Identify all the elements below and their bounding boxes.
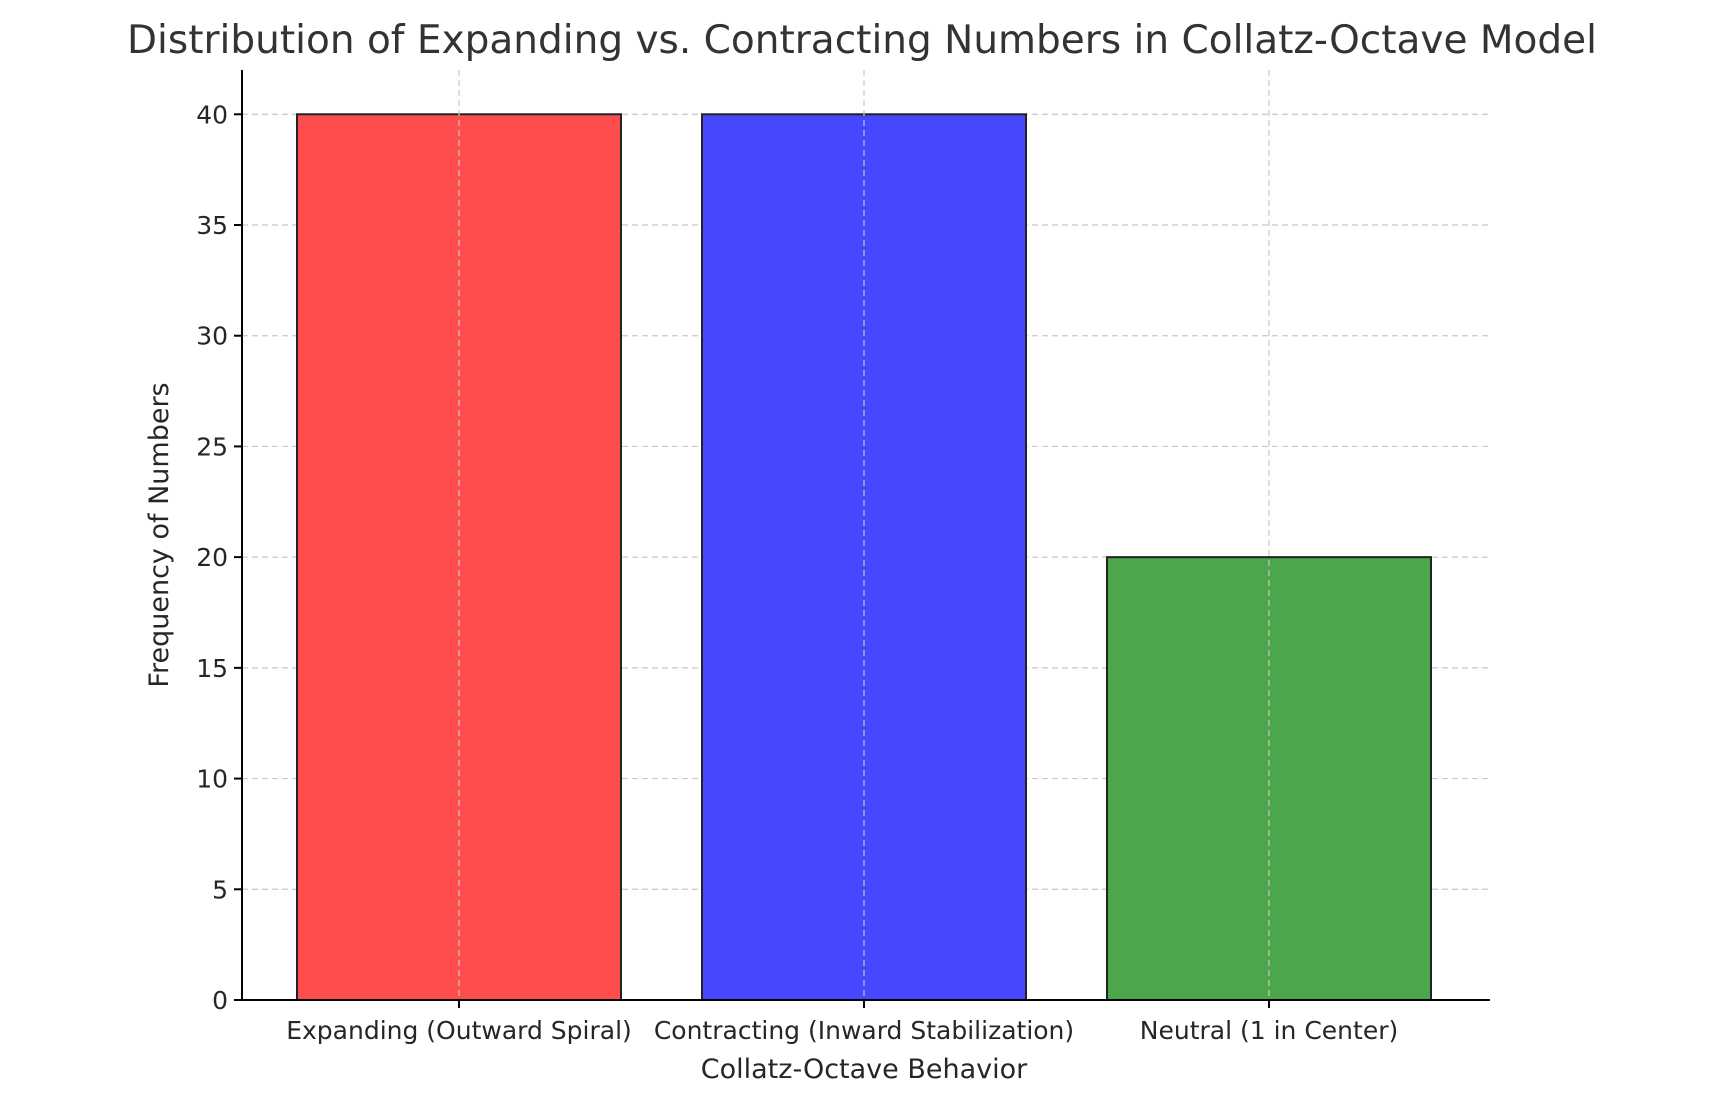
- y-tick-label: 25: [196, 432, 228, 461]
- y-axis-label: Frequency of Numbers: [144, 382, 175, 687]
- x-ticks: Expanding (Outward Spiral) Contracting (I…: [286, 1000, 1398, 1045]
- y-tick-label: 40: [196, 100, 228, 129]
- y-tick-label: 10: [196, 765, 228, 794]
- y-tick-label: 0: [212, 986, 228, 1015]
- x-axis-label: Collatz-Octave Behavior: [701, 1054, 1028, 1085]
- bar: [701, 113, 1027, 1002]
- x-tick-label: Expanding (Outward Spiral): [286, 1016, 632, 1045]
- chart-title: Distribution of Expanding vs. Contractin…: [127, 18, 1597, 63]
- bars: [296, 70, 1432, 1002]
- y-tick-label: 5: [212, 875, 228, 904]
- x-tick-label: Contracting (Inward Stabilization): [654, 1016, 1074, 1045]
- bar: [296, 113, 622, 1002]
- y-ticks: 0 5 10 15 20 25 30 35 40: [196, 100, 242, 1015]
- y-tick-label: 15: [196, 654, 228, 683]
- y-tick-label: 30: [196, 322, 228, 351]
- y-tick-label: 20: [196, 543, 228, 572]
- x-tick-label: Neutral (1 in Center): [1140, 1016, 1398, 1045]
- y-tick-label: 35: [196, 211, 228, 240]
